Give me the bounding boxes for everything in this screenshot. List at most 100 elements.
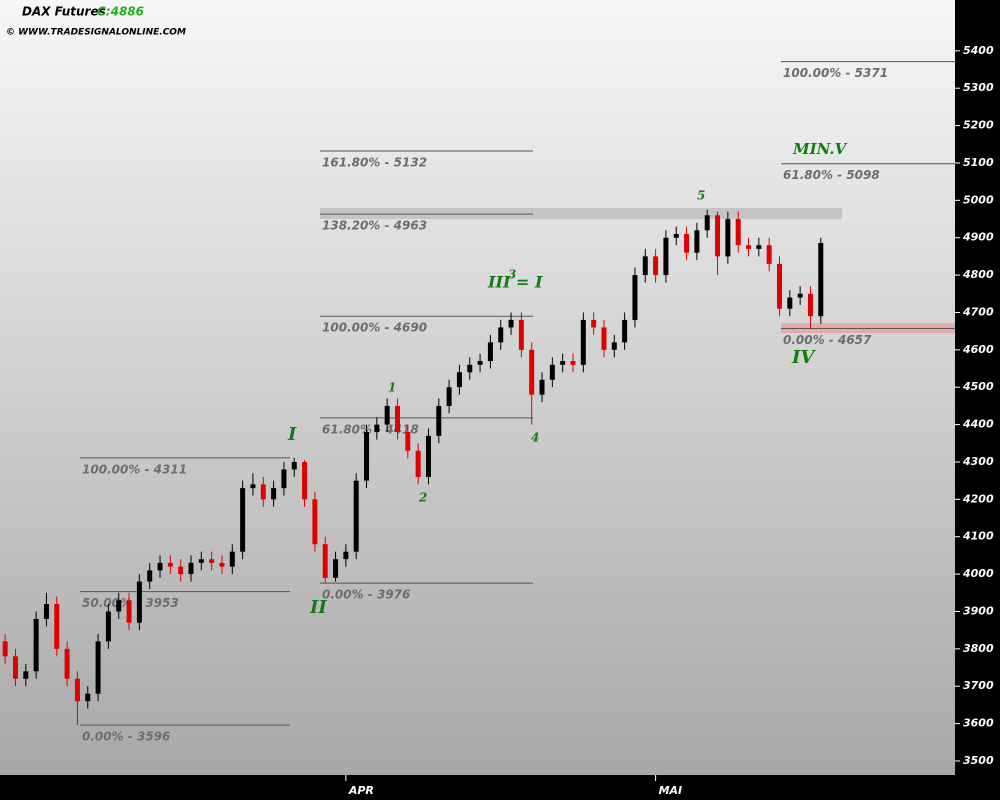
y-tick-label: 5000	[963, 193, 994, 206]
wave-label: II	[309, 597, 327, 618]
candle-body	[807, 293, 813, 317]
candle-body	[549, 364, 555, 380]
candle-body	[653, 256, 659, 276]
candle-body	[229, 551, 235, 567]
y-tick-label: 3500	[963, 754, 994, 767]
candle-body	[322, 544, 328, 578]
candle-body	[343, 551, 349, 560]
wave-label: 2	[418, 491, 427, 505]
level-label: 100.00% - 4690	[322, 321, 427, 335]
candle-body	[74, 678, 80, 702]
candle-body	[250, 484, 256, 489]
candle-body	[632, 275, 638, 320]
candle-body	[157, 562, 163, 571]
candle-body	[756, 245, 762, 249]
candle-body	[818, 242, 824, 317]
candle-body	[167, 562, 173, 567]
candle-body	[611, 342, 617, 350]
wave-label: III = I	[487, 273, 543, 292]
candle-body	[364, 432, 370, 481]
y-tick-label: 4900	[962, 231, 994, 244]
candle-body	[116, 600, 122, 612]
candle-body	[95, 641, 101, 694]
wave-label: 3	[508, 268, 516, 282]
candle-body	[622, 319, 628, 343]
y-tick-label: 3700	[963, 679, 994, 692]
y-tick-label: 5400	[963, 44, 994, 57]
candle-body	[735, 219, 741, 246]
candle-body	[539, 379, 545, 395]
candle-body	[126, 600, 132, 623]
candle-body	[23, 671, 29, 679]
candle-body	[384, 405, 390, 425]
candle-body	[85, 693, 91, 702]
candle-body	[467, 364, 473, 373]
candle-body	[219, 562, 225, 567]
candle-body	[436, 405, 442, 436]
y-tick-label: 4200	[962, 492, 994, 505]
candle-body	[591, 319, 597, 328]
level-label: 138.20% - 4963	[322, 219, 427, 233]
y-tick-label: 4800	[962, 268, 994, 281]
candle-body	[663, 237, 669, 276]
wave-label: 4	[531, 431, 539, 445]
candle-body	[529, 349, 535, 395]
candle-body	[312, 499, 318, 545]
y-axis-strip	[955, 0, 1000, 800]
candle-body	[601, 327, 607, 350]
chart-title: DAX Futures	[22, 5, 106, 19]
support-zone	[781, 323, 955, 333]
candle-body	[415, 450, 421, 477]
candle-body	[580, 319, 586, 365]
source: © WWW.TRADESIGNALONLINE.COM	[6, 28, 186, 38]
candle-body	[405, 432, 411, 451]
candle-body	[147, 570, 153, 582]
y-tick-label: 3900	[963, 604, 994, 617]
wave-label: IV	[791, 347, 816, 368]
candle-body	[333, 559, 339, 578]
level-label: 0.00% - 3976	[322, 588, 410, 602]
y-tick-label: 5100	[963, 156, 994, 169]
wave-label: 5	[697, 189, 705, 203]
y-tick-label: 4500	[962, 380, 994, 393]
candle-body	[54, 604, 60, 649]
y-tick-label: 5300	[963, 81, 994, 94]
candle-body	[746, 245, 752, 249]
candle-body	[209, 559, 215, 563]
level-label: 100.00% - 4311	[82, 462, 187, 476]
candle-body	[43, 604, 49, 619]
candle-body	[797, 293, 803, 298]
candle-body	[498, 327, 504, 343]
wave-label: 1	[388, 381, 396, 395]
x-tick-label: MAI	[659, 784, 683, 797]
level-label: 61.80% - 5098	[783, 168, 880, 182]
candle-body	[291, 461, 297, 470]
candle-body	[281, 469, 287, 489]
candle-body	[178, 566, 184, 575]
candle-body	[64, 648, 70, 679]
candle-body	[766, 245, 772, 264]
y-tick-label: 5200	[963, 119, 994, 132]
candles	[2, 209, 824, 726]
candle-body	[642, 256, 648, 276]
candle-body	[260, 484, 266, 500]
plot-background	[0, 0, 955, 775]
resistance-zone	[320, 208, 842, 219]
candle-body	[271, 488, 277, 500]
candle-body	[694, 230, 700, 253]
candle-body	[518, 319, 524, 350]
y-tick-label: 4100	[962, 530, 994, 543]
y-tick-label: 3600	[963, 717, 994, 730]
candle-body	[456, 372, 462, 388]
candle-body	[477, 361, 483, 365]
candle-body	[560, 361, 566, 365]
level-label: 100.00% - 5371	[783, 66, 888, 80]
wave-label: MIN.V	[792, 140, 848, 158]
wave-label: I	[287, 424, 297, 445]
level-label: 161.80% - 5132	[322, 156, 427, 170]
candle-body	[776, 263, 782, 309]
candle-body	[446, 387, 452, 406]
